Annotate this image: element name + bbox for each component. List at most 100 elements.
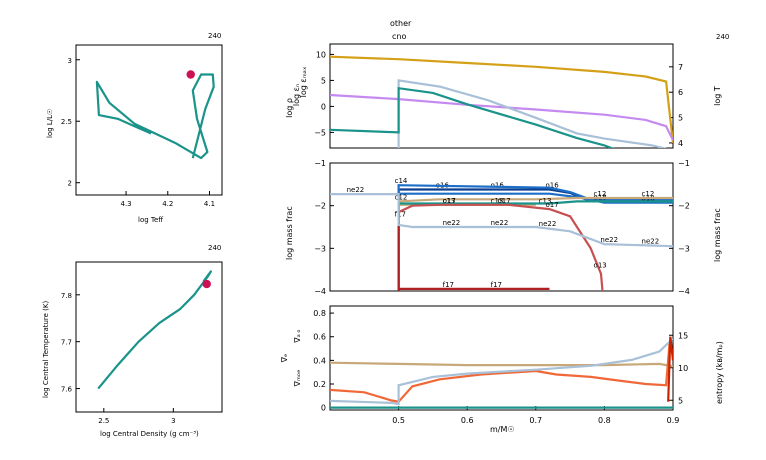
top-series-line: [330, 55, 673, 144]
species-line-n14: [397, 200, 673, 291]
center-track-line: [97, 270, 212, 390]
species-label-c13: c13: [539, 197, 552, 205]
top-y2tick-label: 6: [678, 88, 683, 97]
bot-y2tick-label: 5: [678, 396, 683, 405]
species-label-c12: c12: [642, 190, 655, 198]
hr-ytick-label: 2.5: [61, 118, 72, 126]
bot-ytick-label: 0.4: [313, 356, 326, 365]
species-label-o13: o13: [594, 262, 607, 270]
mid-y2tick-label: −1: [678, 159, 690, 168]
center-xtick-label: 2.5: [98, 417, 109, 425]
central-conditions-plot: 2.5 3 7.6 7.7 7.8: [61, 270, 212, 425]
center-current-marker: [202, 279, 211, 289]
species-label-ne22: ne22: [491, 219, 509, 227]
mid-ytick-label: −3: [314, 244, 326, 253]
center-ylabel: log Central Temperature (K): [42, 301, 50, 398]
center-xtick-label: 3: [171, 417, 175, 425]
top-left-axis-label: log ρ: [285, 98, 294, 118]
center-ytick-label: 7.7: [61, 339, 72, 347]
top-left-axis-label: log εₘₐₓ: [299, 66, 308, 97]
top-ytick-label: 10: [316, 50, 326, 59]
hr-ytick-label: 2: [68, 180, 72, 188]
bot-ytick-label: 0: [321, 404, 326, 413]
mid-ytick-label: −4: [314, 287, 326, 296]
bottom-y2label: entropy (kʙ/mₚ): [715, 341, 724, 404]
top-annotation-line1: other: [390, 19, 412, 28]
central-conditions-frame: [75, 261, 223, 413]
species-label-o16: o16: [546, 181, 560, 189]
species-label-f17: f17: [443, 281, 454, 289]
bot-left-axis-label: ∇ₘₒₑ: [293, 370, 302, 388]
mid-ytick-label: −1: [314, 159, 326, 168]
bot-xtick-label: 0.8: [598, 416, 611, 425]
bot-ytick-label: 0.2: [313, 380, 326, 389]
species-label-o17: o17: [498, 197, 511, 205]
top-annotation-line2: cno: [392, 32, 406, 41]
species-line-o17: [397, 203, 604, 291]
mid-y2tick-label: −3: [678, 244, 690, 253]
bottom-xlabel: m/M☉: [490, 425, 515, 434]
hr-diagram: 4.3 4.2 4.1 2 2.5 3: [61, 57, 215, 208]
top-series-line: [397, 79, 668, 148]
hr-current-marker: [186, 70, 195, 79]
top-corner-label: 240: [716, 33, 729, 41]
center-corner-label: 240: [208, 244, 221, 252]
gradient-entropy-plot: 0.5 0.6 0.7 0.8 0.9 0 0.2 0.4 0.6 0.8 5 10 15 ∇ₐ ₒ ∇ₑ ∇…: [280, 309, 688, 425]
bot-series-line: [330, 361, 673, 368]
species-label-f17: f17: [395, 210, 406, 218]
center-ytick-label: 7.8: [61, 292, 72, 300]
species-line-ne22: [330, 193, 673, 248]
hr-xtick-label: 4.1: [204, 200, 215, 208]
mid-ytick-label: −2: [314, 202, 326, 211]
top-right-axis-label: log T: [713, 86, 722, 106]
top-y2tick-label: 5: [678, 114, 683, 123]
bot-series-line: [667, 336, 673, 402]
top-ytick-label: 0: [321, 102, 326, 111]
hr-xtick-label: 4.3: [120, 200, 131, 208]
species-label-c13: c13: [443, 197, 456, 205]
top-series-line: [330, 86, 615, 148]
species-line-f17: [397, 218, 550, 291]
bot-ytick-label: 0.8: [313, 309, 326, 318]
top-series-line: [330, 93, 673, 141]
center-ytick-label: 7.6: [61, 386, 73, 394]
top-left-axis-label: log εₙ: [292, 84, 301, 106]
bot-ytick-label: 0.6: [313, 333, 326, 342]
hr-xlabel: log Teff: [138, 216, 163, 224]
hr-diagram-frame: [75, 44, 223, 196]
bot-xtick-label: 0.6: [461, 416, 474, 425]
bot-y2tick-label: 10: [678, 364, 688, 373]
mid-y2label: log mass frac: [713, 208, 722, 262]
species-label-ne22: ne22: [539, 220, 557, 228]
hr-track-line: [95, 73, 215, 160]
hr-xtick-label: 4.2: [162, 200, 173, 208]
hr-ytick-label: 3: [68, 57, 72, 65]
top-ytick-label: 5: [321, 76, 326, 85]
bot-left-axis-label: ∇ₑ: [280, 354, 289, 364]
species-label-c12: c12: [395, 193, 408, 201]
bot-left-axis-label: ∇ₐ ₒ: [293, 329, 302, 343]
bot-xtick-label: 0.9: [667, 416, 680, 425]
profile-bottom-frame: [329, 305, 674, 411]
bot-y2tick-label: 15: [678, 331, 688, 340]
bot-xtick-label: 0.5: [392, 416, 405, 425]
species-label-ne22: ne22: [347, 186, 365, 194]
species-label-o17: o17: [443, 197, 456, 205]
species-label-o17: o17: [546, 201, 559, 209]
hr-ylabel: log L/L☉: [46, 109, 54, 138]
top-y2tick-label: 4: [678, 139, 683, 148]
mid-y2tick-label: −2: [678, 202, 690, 211]
mid-ylabel: log mass frac: [285, 206, 294, 260]
bot-xtick-label: 0.7: [529, 416, 542, 425]
species-label-f17: f17: [491, 281, 502, 289]
species-label-c13: c13: [491, 197, 504, 205]
center-xlabel: log Central Density (g cm⁻³): [100, 430, 199, 438]
species-label-c12: c12: [594, 190, 607, 198]
bot-series-line: [330, 342, 671, 403]
top-y2tick-label: 7: [678, 63, 683, 72]
species-label-ne22: ne22: [642, 237, 660, 245]
mid-y2tick-label: −4: [678, 287, 690, 296]
